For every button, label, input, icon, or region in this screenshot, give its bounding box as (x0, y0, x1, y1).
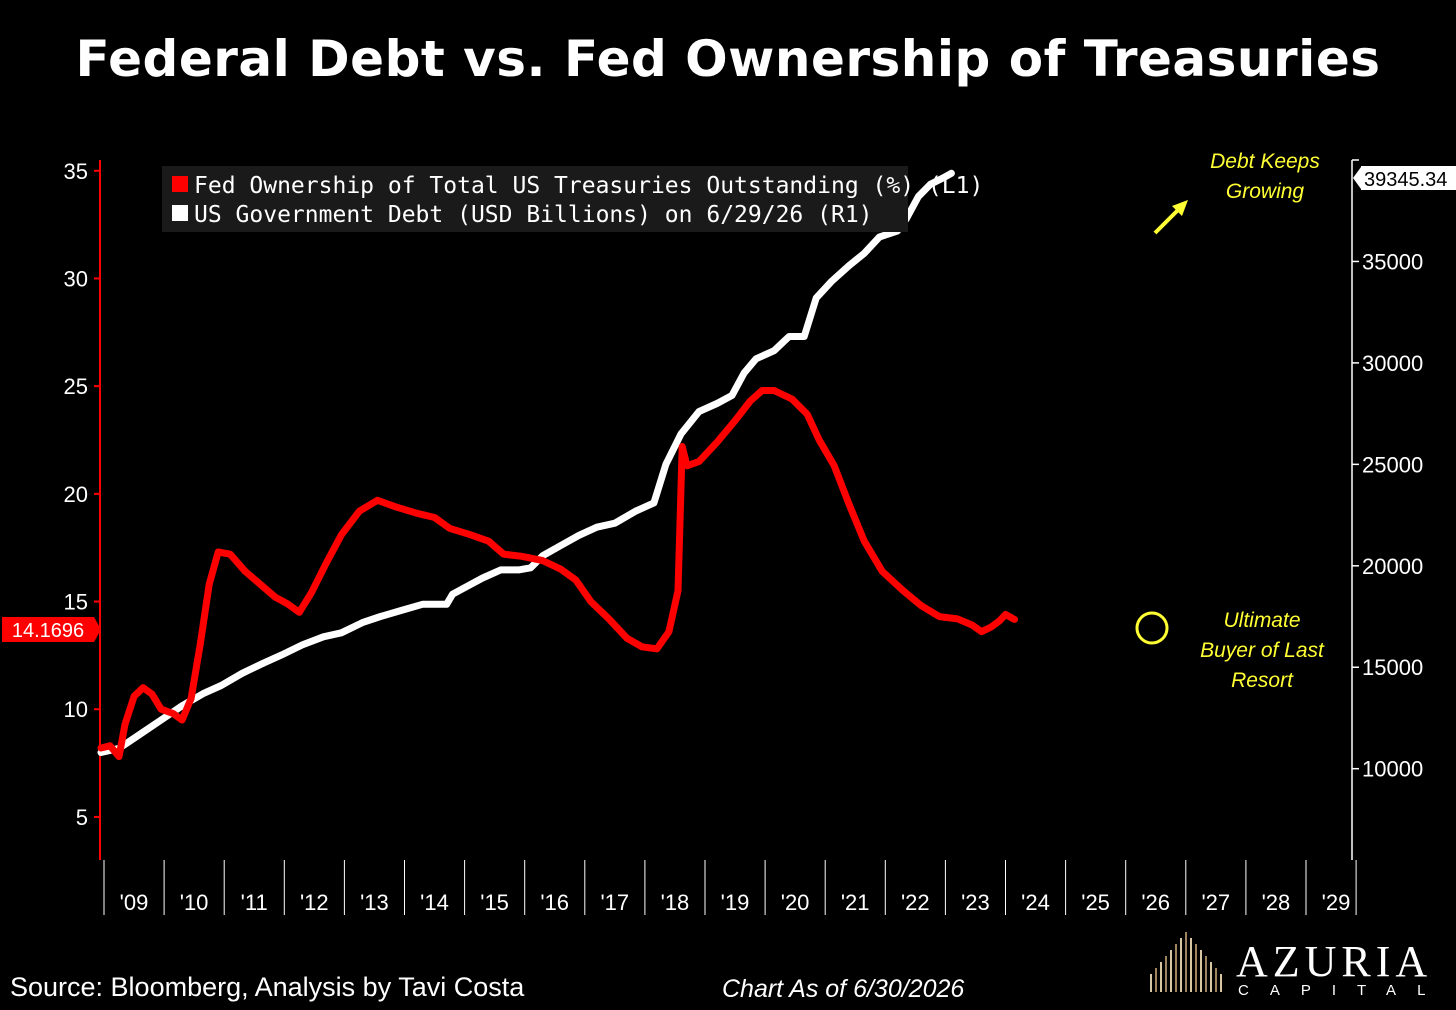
buyer-annotation: Ultimate Buyer of Last Resort (1135, 609, 1325, 692)
buyer-note-line3: Resort (1231, 669, 1294, 692)
logo-ray (1220, 974, 1222, 992)
buyer-note-line2: Buyer of Last (1200, 639, 1325, 662)
legend-swatch-red (172, 176, 188, 192)
logo-ray (1215, 968, 1217, 992)
right-tick-label: 35000 (1362, 249, 1423, 274)
debt-note-line1: Debt Keeps (1210, 150, 1320, 173)
x-tick-label: '25 (1081, 890, 1110, 915)
logo-ray (1180, 938, 1182, 992)
x-tick-label: '17 (600, 890, 629, 915)
left-tick-label: 10 (64, 697, 88, 722)
left-tick-label: 5 (76, 805, 88, 830)
legend-item-us-debt: US Government Debt (USD Billions) on 6/2… (194, 202, 873, 228)
buyer-note-line1: Ultimate (1223, 609, 1300, 632)
page-title: Federal Debt vs. Fed Ownership of Treasu… (75, 30, 1381, 88)
azuria-logo-icon (1150, 932, 1222, 992)
right-tick-label: 20000 (1362, 554, 1423, 579)
x-tick-label: '12 (300, 890, 329, 915)
series-line-fed-ownership (97, 387, 1018, 761)
debt-note-line2: Growing (1226, 180, 1305, 203)
logo-ray (1165, 956, 1167, 992)
x-tick-label: '18 (661, 890, 690, 915)
left-axis: 5 10 15 20 25 30 35 (64, 159, 101, 860)
arrow-up-icon (1153, 206, 1182, 235)
logo-ray (1175, 944, 1177, 992)
logo-ray (1190, 938, 1192, 992)
legend-item-fed-ownership: Fed Ownership of Total US Treasuries Out… (194, 173, 983, 199)
debt-annotation: Debt Keeps Growing (1153, 150, 1320, 235)
x-tick-label: '28 (1262, 890, 1291, 915)
logo-ray (1185, 932, 1187, 992)
right-last-value: 39345.34 (1353, 166, 1456, 191)
left-tick-label: 15 (64, 590, 88, 615)
x-tick-label: '29 (1322, 890, 1351, 915)
left-tick-label: 20 (64, 482, 88, 507)
x-tick-label: '22 (901, 890, 930, 915)
legend: Fed Ownership of Total US Treasuries Out… (162, 166, 983, 232)
x-tick-label: '15 (480, 890, 509, 915)
x-tick-label: '11 (241, 890, 268, 915)
right-tick-label: 25000 (1362, 452, 1423, 477)
x-tick-label: '26 (1141, 890, 1170, 915)
x-tick-label: '20 (781, 890, 810, 915)
right-axis: 10000 15000 20000 25000 30000 35000 (1351, 159, 1423, 860)
logo-ray (1160, 962, 1162, 992)
logo-ray (1170, 950, 1172, 992)
x-tick-label: '16 (540, 890, 569, 915)
x-tick-label: '27 (1201, 890, 1230, 915)
logo-ray (1150, 974, 1152, 992)
right-tick-label: 30000 (1362, 351, 1423, 376)
logo-ray (1200, 950, 1202, 992)
left-last-value: 14.1696 (2, 617, 101, 642)
right-tick-label: 10000 (1362, 757, 1423, 782)
logo-ray (1195, 944, 1197, 992)
source-note: Source: Bloomberg, Analysis by Tavi Cost… (10, 972, 525, 1002)
right-last-value-label: 39345.34 (1364, 169, 1447, 191)
x-tick-label: '24 (1021, 890, 1050, 915)
highlight-circle (1135, 611, 1169, 645)
left-tick-label: 25 (64, 374, 88, 399)
x-tick-label: '21 (841, 890, 870, 915)
logo-ray (1210, 962, 1212, 992)
legend-swatch-white (172, 205, 188, 221)
right-tick-label: 15000 (1362, 655, 1423, 680)
x-tick-label: '09 (120, 890, 149, 915)
x-tick-label: '23 (961, 890, 990, 915)
left-tick-label: 35 (64, 159, 88, 184)
logo-ray (1205, 956, 1207, 992)
brand-name: AZURIA (1236, 937, 1433, 986)
x-tick-label: '19 (721, 890, 750, 915)
x-tick-label: '13 (360, 890, 389, 915)
series-line-us-debt (97, 169, 955, 756)
brand: AZURIA CAPITAL (1140, 930, 1440, 1000)
x-tick-label: '14 (420, 890, 449, 915)
chart-date: Chart As of 6/30/2026 (722, 975, 965, 1003)
x-tick-label: '10 (180, 890, 209, 915)
brand-sub: CAPITAL (1238, 982, 1447, 999)
left-last-value-label: 14.1696 (12, 620, 84, 642)
logo-ray (1155, 968, 1157, 992)
left-tick-label: 30 (64, 266, 88, 291)
x-axis: '09 '10 '11 '12 '13 '14 '15 '16 '17 '18 '19 '20 '21 '… (103, 860, 1357, 915)
